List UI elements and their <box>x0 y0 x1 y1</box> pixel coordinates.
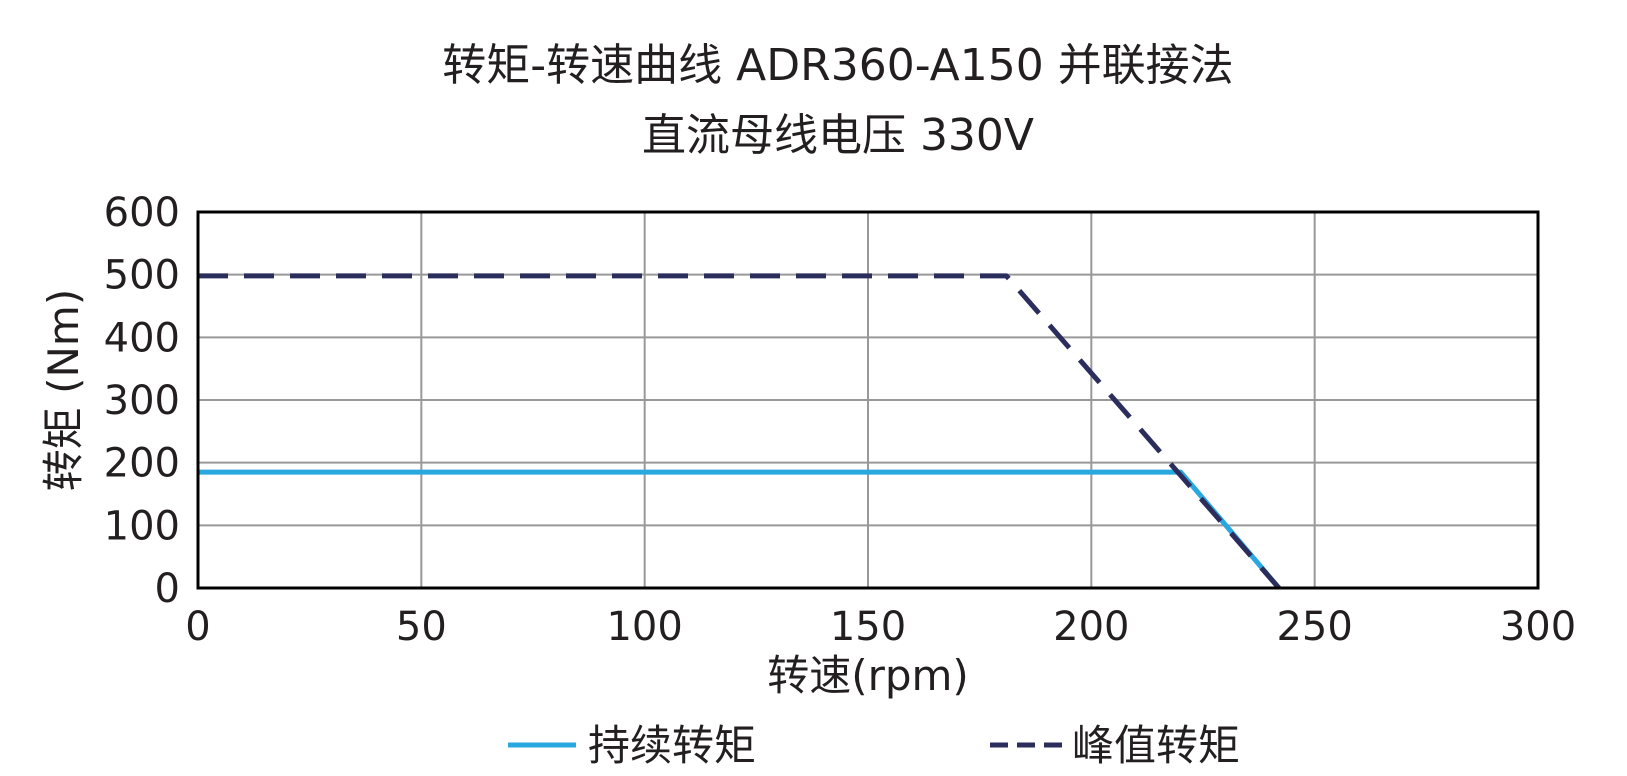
x-tick-label: 200 <box>1053 604 1129 650</box>
legend-label-peak: 峰值转矩 <box>1072 721 1240 770</box>
y-tick-label: 200 <box>104 441 180 487</box>
y-tick-label: 300 <box>104 378 180 424</box>
x-tick-labels: 0 50 100 150 200 250 300 <box>185 604 1576 650</box>
y-tick-label: 0 <box>155 566 180 612</box>
y-axis-label: 转矩 (Nm) <box>39 289 88 491</box>
series-line-continuous-torque <box>198 469 1281 590</box>
x-axis-label: 转速(rpm) <box>767 651 969 700</box>
x-tick-label: 0 <box>185 604 210 650</box>
series-line-peak-torque <box>198 273 1281 590</box>
plot-frame <box>196 210 1540 590</box>
x-tick-label: 300 <box>1500 604 1576 650</box>
x-tick-label: 50 <box>396 604 447 650</box>
chart-subtitle: 直流母线电压 330V <box>642 110 1034 161</box>
y-tick-labels: 0 100 200 300 400 500 600 <box>104 190 180 612</box>
grid-lines <box>197 211 1539 589</box>
chart-title: 转矩-转速曲线 ADR360-A150 并联接法 <box>442 40 1233 91</box>
series-layer <box>198 273 1281 590</box>
legend: 持续转矩 峰值转矩 <box>508 721 1240 770</box>
y-tick-label: 600 <box>104 190 180 236</box>
y-tick-label: 100 <box>104 503 180 549</box>
x-tick-label: 100 <box>606 604 682 650</box>
x-tick-label: 250 <box>1276 604 1352 650</box>
x-tick-label: 150 <box>830 604 906 650</box>
y-tick-label: 500 <box>104 253 180 299</box>
y-tick-label: 400 <box>104 315 180 361</box>
legend-label-continuous: 持续转矩 <box>588 721 756 770</box>
